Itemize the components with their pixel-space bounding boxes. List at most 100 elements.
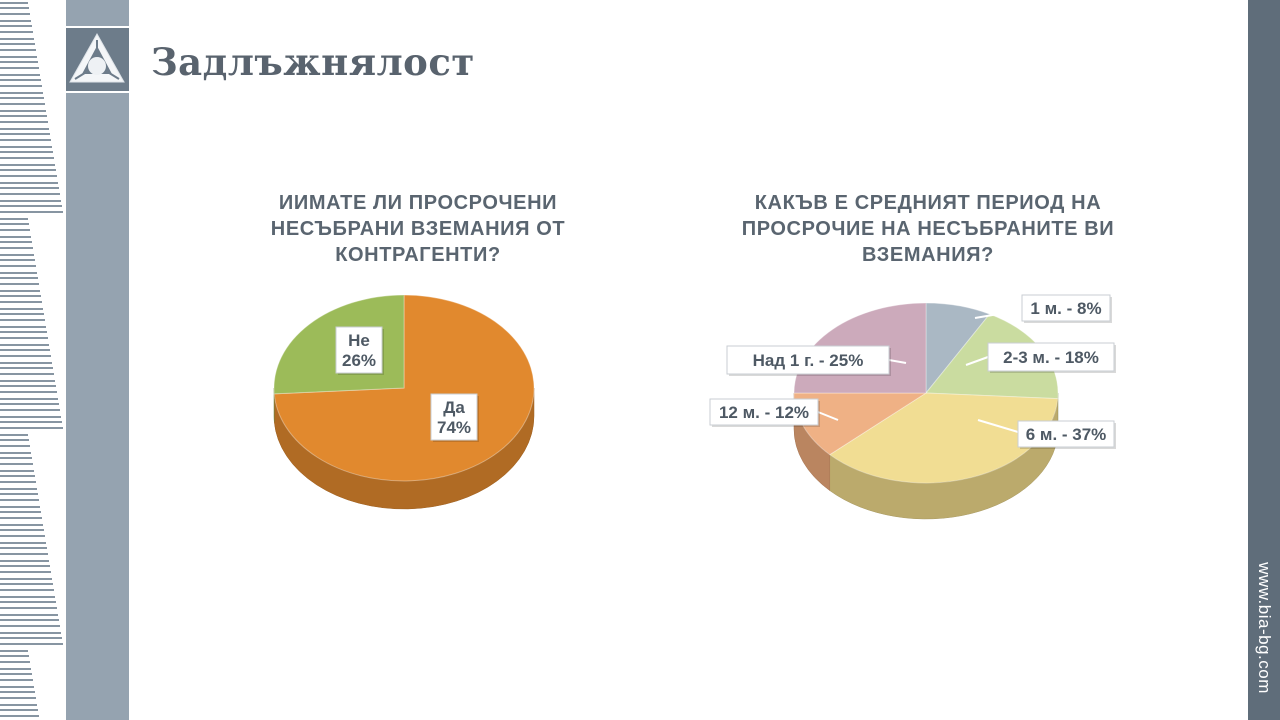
stripe-line	[0, 236, 31, 238]
stripe-line	[0, 619, 59, 621]
stripe-line	[0, 169, 56, 171]
stripe-line	[0, 157, 54, 159]
data-label: 26%	[342, 351, 376, 370]
stripe-line	[0, 146, 52, 148]
pie-slice	[925, 302, 991, 395]
stripe-line	[0, 211, 63, 213]
chart1-title: ИИМАТЕ ЛИ ПРОСРОЧЕНИ НЕСЪБРАНИ ВЗЕМАНИЯ …	[238, 190, 598, 268]
slice-label: 1 м. - 8%	[1021, 294, 1112, 323]
stripe-line	[0, 182, 58, 184]
stripe-line	[0, 709, 38, 711]
chart2-title-line: ВЗЕМАНИЯ?	[862, 244, 994, 266]
stripe-line	[0, 583, 53, 585]
leader-line	[817, 411, 839, 421]
stripe-line	[0, 373, 54, 375]
stripe-line	[0, 380, 55, 382]
stripe-line	[0, 679, 33, 681]
stripe-line	[0, 578, 52, 580]
stripe-line	[0, 74, 40, 76]
stripe-line	[0, 164, 55, 166]
stripe-line	[0, 391, 57, 393]
stripe-line	[0, 241, 32, 243]
leader-line	[974, 309, 1023, 319]
stripe-line	[0, 614, 58, 616]
stripe-line	[0, 56, 37, 58]
stripe-line	[0, 103, 45, 105]
stripe-line	[0, 110, 46, 112]
stripe-line	[0, 61, 38, 63]
stripe-line	[0, 247, 33, 249]
stripe-line	[0, 344, 49, 346]
leader-line	[965, 356, 989, 366]
chart2-title-line: КАКЪВ Е СРЕДНИЯТ ПЕРИОД НА	[754, 192, 1102, 214]
stripe-line	[0, 290, 40, 292]
stripe-line	[0, 601, 56, 603]
left-stripe-decoration	[0, 0, 66, 720]
stripe-line	[0, 529, 44, 531]
stripe-line	[0, 349, 50, 351]
stripe-line	[0, 67, 39, 69]
stripe-line	[0, 97, 44, 99]
stripe-line	[0, 218, 28, 220]
logo	[66, 26, 129, 93]
stripe-line	[0, 79, 41, 81]
stripe-line	[0, 313, 44, 315]
stripe-line	[0, 403, 59, 405]
stripe-line	[0, 517, 42, 519]
stripe-line	[0, 632, 61, 634]
stripe-line	[0, 337, 48, 339]
data-label: 12 м. - 12%	[719, 403, 809, 422]
stripe-line	[0, 715, 39, 717]
stripe-line	[0, 445, 30, 447]
stripe-line	[0, 121, 48, 123]
stripe-line	[0, 668, 31, 670]
stripe-line	[0, 427, 63, 429]
stripe-line	[0, 637, 62, 639]
stripe-line	[0, 565, 50, 567]
stripe-line	[0, 524, 43, 526]
stripe-line	[0, 385, 56, 387]
page-title: Задлъжнялост	[151, 40, 475, 84]
right-band	[1248, 0, 1280, 720]
stripe-line	[0, 655, 29, 657]
stripe-line	[0, 367, 53, 369]
stripe-line	[0, 272, 37, 274]
stripe-line	[0, 589, 54, 591]
stripe-line	[0, 542, 46, 544]
slice-label: 12 м. - 12%	[709, 398, 820, 427]
stripe-line	[0, 506, 40, 508]
stripe-line	[0, 673, 32, 675]
data-label: Да	[443, 398, 465, 417]
stripe-line	[0, 488, 37, 490]
data-label: Не	[348, 331, 370, 350]
stripe-line	[0, 452, 31, 454]
stripe-line	[0, 481, 36, 483]
stripe-line	[0, 133, 50, 135]
triangle-logo-icon	[69, 32, 125, 83]
stripe-line	[0, 43, 35, 45]
stripe-line	[0, 254, 34, 256]
stripe-line	[0, 535, 45, 537]
stripe-line	[0, 193, 60, 195]
leader-line	[977, 419, 1019, 433]
stripe-line	[0, 470, 34, 472]
slice-label: Над 1 г. - 25%	[726, 345, 891, 376]
stripe-line	[0, 596, 55, 598]
stripe-line	[0, 463, 33, 465]
stripe-line	[0, 31, 33, 33]
stripe-line	[0, 295, 41, 297]
stripe-line	[0, 7, 29, 9]
stripe-line	[0, 409, 60, 411]
stripe-line	[0, 421, 62, 423]
stripe-line	[0, 475, 35, 477]
stripe-line	[0, 553, 48, 555]
stripe-line	[0, 326, 46, 328]
stripe-line	[0, 38, 34, 40]
stripe-line	[0, 650, 28, 652]
stripe-line	[0, 686, 34, 688]
stripe-line	[0, 547, 47, 549]
leader-line	[888, 359, 907, 364]
